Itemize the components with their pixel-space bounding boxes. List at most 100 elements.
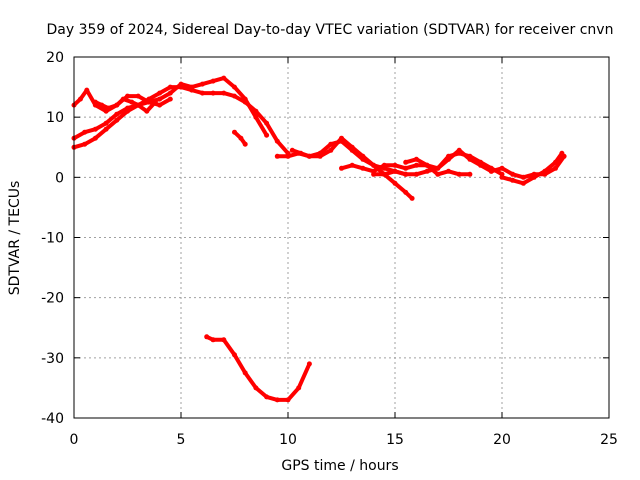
data-point	[204, 334, 210, 340]
data-point	[371, 171, 377, 177]
series-track-8	[339, 151, 504, 177]
data-point	[413, 171, 419, 177]
data-point	[82, 141, 88, 147]
y-tick-label: -10	[41, 231, 64, 247]
data-point	[135, 93, 141, 99]
data-point	[242, 141, 248, 147]
data-point	[360, 156, 366, 162]
data-point	[349, 162, 355, 168]
data-point	[296, 385, 302, 391]
data-point	[167, 96, 173, 102]
data-point	[403, 159, 409, 165]
x-tick-label: 25	[600, 432, 618, 448]
x-tick-label: 20	[493, 432, 511, 448]
x-tick-label: 0	[70, 432, 79, 448]
data-point	[264, 120, 270, 126]
data-point	[424, 162, 430, 168]
data-point	[339, 138, 344, 144]
data-point	[82, 129, 88, 135]
x-tick-label: 5	[177, 432, 186, 448]
data-point	[403, 165, 409, 171]
data-point	[409, 195, 415, 201]
data-point	[435, 171, 441, 177]
data-point	[253, 385, 259, 391]
y-tick-label: 20	[46, 50, 64, 66]
data-point	[542, 168, 548, 174]
y-tick-label: 0	[55, 170, 64, 186]
data-point	[99, 102, 105, 108]
data-point	[103, 120, 109, 126]
data-point	[92, 135, 98, 141]
data-point	[77, 96, 83, 102]
data-point	[446, 156, 451, 162]
data-point	[221, 75, 227, 81]
data-point	[221, 90, 227, 96]
data-point	[232, 129, 237, 135]
data-point	[520, 174, 526, 180]
chart-title: Day 359 of 2024, Sidereal Day-to-day VTE…	[47, 22, 614, 38]
x-tick-label: 15	[386, 432, 404, 448]
data-point	[298, 150, 304, 156]
data-point	[103, 126, 109, 132]
data-point	[125, 105, 130, 111]
data-point	[413, 162, 419, 168]
y-tick-label: 10	[46, 110, 64, 126]
data-point	[125, 93, 130, 99]
data-point	[264, 132, 270, 138]
data-point	[144, 108, 150, 114]
data-point	[274, 397, 280, 403]
data-point	[84, 87, 90, 93]
data-point	[210, 78, 216, 84]
data-point	[238, 135, 244, 141]
data-point	[157, 102, 163, 108]
data-point	[221, 337, 227, 343]
data-point	[274, 153, 280, 159]
data-point	[467, 171, 473, 177]
data-point	[210, 337, 216, 343]
data-point	[553, 165, 558, 171]
data-point	[424, 168, 430, 174]
data-point	[317, 150, 323, 156]
x-axis-label: GPS time / hours	[281, 458, 398, 474]
data-point	[264, 394, 270, 400]
data-point	[129, 99, 135, 105]
data-point	[392, 180, 398, 186]
data-point	[456, 147, 462, 153]
data-point	[232, 93, 237, 99]
data-point	[488, 168, 494, 174]
data-point	[559, 150, 565, 156]
data-point	[253, 114, 259, 120]
data-point	[510, 177, 516, 183]
data-point	[446, 168, 451, 174]
data-point	[199, 90, 205, 96]
y-tick-label: -40	[41, 411, 64, 427]
grid-lines	[74, 57, 609, 418]
data-point	[381, 162, 387, 168]
data-point	[413, 156, 419, 162]
data-point	[178, 81, 184, 87]
data-point	[157, 90, 163, 96]
data-point	[499, 165, 505, 171]
data-point	[114, 102, 120, 108]
data-point	[339, 165, 344, 171]
data-point	[435, 165, 441, 171]
data-point	[371, 162, 377, 168]
y-axis-label: SDTVAR / TECUs	[7, 181, 23, 296]
data-point	[232, 352, 237, 358]
data-point	[242, 96, 248, 102]
data-point	[285, 397, 291, 403]
data-point	[232, 84, 237, 90]
data-point	[510, 171, 516, 177]
series-track-13	[204, 334, 312, 402]
y-tick-label: -30	[41, 351, 64, 367]
data-point	[349, 147, 355, 153]
data-point	[199, 81, 205, 87]
data-point	[152, 99, 158, 105]
data-point	[392, 168, 398, 174]
data-point	[157, 96, 163, 102]
data-point	[242, 370, 248, 376]
data-point	[289, 147, 295, 153]
data-point	[360, 165, 366, 171]
data-point	[92, 99, 98, 105]
data-point	[105, 105, 111, 111]
